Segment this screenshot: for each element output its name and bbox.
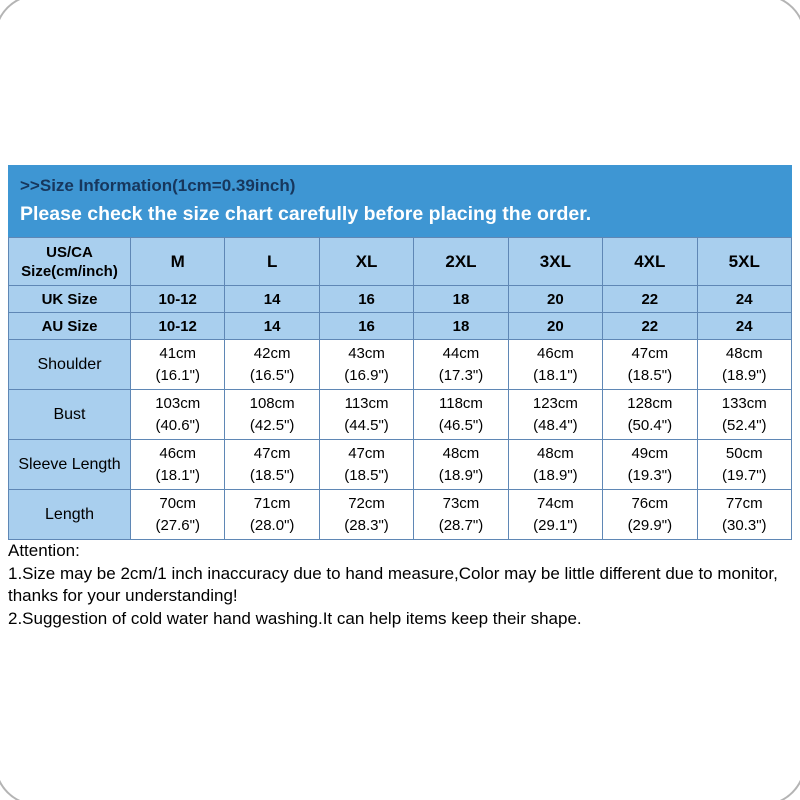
- size-cell: 10-12: [129, 312, 226, 340]
- size-cell: 18: [413, 285, 509, 313]
- measure-cell: 118cm (46.5"): [413, 389, 509, 440]
- attention-title: Attention:: [8, 541, 80, 560]
- table-row: Sleeve Length 46cm (18.1") 47cm (18.5") 47c…: [8, 439, 793, 490]
- measure-cell: 72cm (28.3"): [318, 489, 415, 540]
- table-row: UK Size 10-12 14 16 18 20 22 24: [8, 285, 793, 313]
- row-label: Shoulder: [8, 339, 131, 390]
- size-col-header: 5XL: [696, 237, 793, 286]
- banner-subtitle: Please check the size chart carefully be…: [20, 203, 592, 225]
- measure-cell: 47cm (18.5"): [602, 339, 698, 390]
- row-label: Sleeve Length: [8, 439, 131, 490]
- measure-cell: 128cm (50.4"): [602, 389, 698, 440]
- size-info-banner: >>Size Information(1cm=0.39inch) Please …: [8, 165, 792, 237]
- measure-cell: 43cm (16.9"): [318, 339, 415, 390]
- measure-cell: 46cm (18.1"): [129, 439, 226, 490]
- measure-cell: 73cm (28.7"): [413, 489, 509, 540]
- table-header-row: US/CA Size(cm/inch) M L XL 2XL 3XL 4XL 5XL: [8, 237, 793, 286]
- table-row: Shoulder 41cm (16.1") 42cm (16.5") 43cm (16…: [8, 339, 793, 390]
- size-cell: 24: [696, 285, 793, 313]
- attention-line: 2.Suggestion of cold water hand washing.…: [8, 608, 582, 628]
- attention-section: Attention: 1.Size may be 2cm/1 inch inac…: [8, 540, 794, 630]
- row-label: UK Size: [8, 285, 131, 313]
- row-label: Bust: [8, 389, 131, 440]
- size-cell: 18: [413, 312, 509, 340]
- size-cell: 22: [602, 285, 698, 313]
- measure-cell: 49cm (19.3"): [602, 439, 698, 490]
- measure-cell: 71cm (28.0"): [224, 489, 320, 540]
- size-col-header: M: [129, 237, 226, 286]
- table-row: Length 70cm (27.6") 71cm (28.0") 72cm (28.3…: [8, 489, 793, 540]
- measure-cell: 108cm (42.5"): [224, 389, 320, 440]
- measure-cell: 76cm (29.9"): [602, 489, 698, 540]
- size-col-header: L: [224, 237, 320, 286]
- size-cell: 24: [696, 312, 793, 340]
- measure-cell: 44cm (17.3"): [413, 339, 509, 390]
- size-cell: 10-12: [129, 285, 226, 313]
- size-cell: 14: [224, 285, 320, 313]
- size-col-header: 3XL: [507, 237, 604, 286]
- size-table-body: US/CA Size(cm/inch) M L XL 2XL 3XL 4XL 5XL UK Si…: [8, 237, 793, 540]
- size-col-header: 2XL: [413, 237, 509, 286]
- size-cell: 22: [602, 312, 698, 340]
- table-row: AU Size 10-12 14 16 18 20 22 24: [8, 312, 793, 340]
- size-col-header: XL: [318, 237, 415, 286]
- attention-line: 1.Size may be 2cm/1 inch inaccuracy due …: [8, 563, 778, 606]
- banner-title: >>Size Information(1cm=0.39inch): [20, 176, 296, 195]
- size-cell: 16: [318, 312, 415, 340]
- measure-cell: 46cm (18.1"): [507, 339, 604, 390]
- measure-cell: 77cm (30.3"): [696, 489, 793, 540]
- size-cell: 14: [224, 312, 320, 340]
- measure-cell: 48cm (18.9"): [507, 439, 604, 490]
- measure-cell: 42cm (16.5"): [224, 339, 320, 390]
- measure-cell: 47cm (18.5"): [224, 439, 320, 490]
- measure-cell: 103cm (40.6"): [129, 389, 226, 440]
- measure-cell: 48cm (18.9"): [696, 339, 793, 390]
- row-label: Length: [8, 489, 131, 540]
- size-col-header: 4XL: [602, 237, 698, 286]
- measure-cell: 123cm (48.4"): [507, 389, 604, 440]
- size-cell: 20: [507, 285, 604, 313]
- measure-cell: 74cm (29.1"): [507, 489, 604, 540]
- measure-cell: 41cm (16.1"): [129, 339, 226, 390]
- measure-cell: 50cm (19.7"): [696, 439, 793, 490]
- corner-cell: US/CA Size(cm/inch): [8, 237, 131, 286]
- measure-cell: 133cm (52.4"): [696, 389, 793, 440]
- measure-cell: 70cm (27.6"): [129, 489, 226, 540]
- size-cell: 16: [318, 285, 415, 313]
- size-table: US/CA Size(cm/inch) M L XL 2XL 3XL 4XL 5XL UK Si…: [8, 237, 793, 540]
- row-label: AU Size: [8, 312, 131, 340]
- size-cell: 20: [507, 312, 604, 340]
- measure-cell: 113cm (44.5"): [318, 389, 415, 440]
- measure-cell: 47cm (18.5"): [318, 439, 415, 490]
- measure-cell: 48cm (18.9"): [413, 439, 509, 490]
- table-row: Bust 103cm (40.6") 108cm (42.5") 113cm (44.…: [8, 389, 793, 440]
